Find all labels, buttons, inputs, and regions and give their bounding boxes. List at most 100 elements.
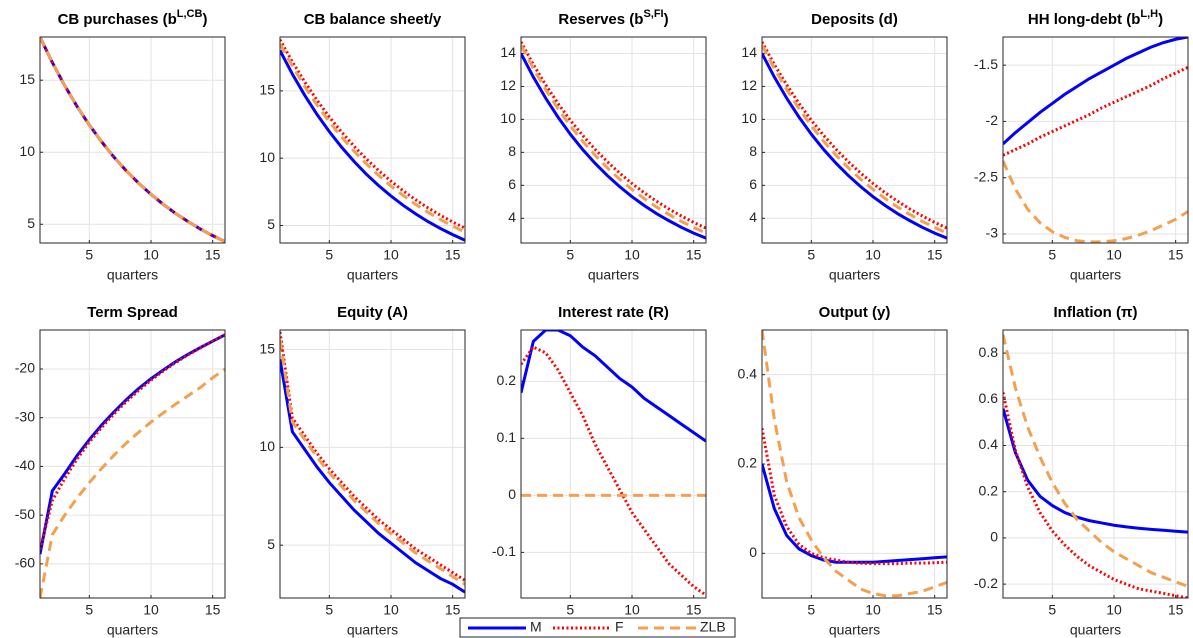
y-tick-label: 6 <box>749 176 757 192</box>
series-line <box>762 463 947 564</box>
y-tick-label: 5 <box>27 215 35 231</box>
y-tick-label: 0.6 <box>979 390 999 406</box>
plot-area <box>1003 37 1188 243</box>
chart-title: Inflation (π) <box>1054 304 1138 321</box>
plot-area <box>762 37 947 243</box>
series-line <box>521 345 706 597</box>
title-part: Interest rate (R) <box>558 304 669 321</box>
plot-area <box>1003 330 1188 598</box>
plot-area <box>40 37 225 243</box>
panel: 5 10 15 5 10 15 CB balance sheet/y quarters <box>259 11 466 283</box>
title-part: CB purchases (b <box>58 11 177 28</box>
x-tick-label: 5 <box>807 247 815 263</box>
x-axis-label: quarters <box>347 267 398 283</box>
title-part: Deposits (d) <box>811 11 898 28</box>
x-tick-label: 10 <box>1106 247 1122 263</box>
x-tick-label: 15 <box>445 602 461 618</box>
panel: 5 10 15 -3 -2.5 -2 -1.5 HH long-debt (bL,H) quar… <box>974 8 1189 283</box>
x-tick-label: 5 <box>85 602 93 618</box>
x-tick-label: 5 <box>325 602 333 618</box>
x-tick-label: 5 <box>807 602 815 618</box>
chart-title: Equity (A) <box>337 304 408 321</box>
y-tick-label: -1.5 <box>974 56 998 72</box>
y-tick-label: 5 <box>267 216 275 232</box>
x-tick-label: 5 <box>1048 602 1056 618</box>
y-tick-label: 10 <box>19 143 35 159</box>
x-tick-label: 10 <box>1106 602 1122 618</box>
x-tick-label: 5 <box>325 247 333 263</box>
x-tick-label: 15 <box>686 602 702 618</box>
panel: 5 10 15 4 6 8 10 12 14 Reserves (bS,FI) quarters <box>500 8 707 283</box>
y-tick-label: 10 <box>259 438 275 454</box>
y-tick-label: -50 <box>15 506 35 522</box>
axes-frame <box>279 36 466 244</box>
axes-frame <box>1002 36 1189 244</box>
y-tick-label: 0.4 <box>738 365 758 381</box>
x-tick-label: 15 <box>686 247 702 263</box>
y-tick-label: 0 <box>990 529 998 545</box>
y-tick-label: 15 <box>259 82 275 98</box>
x-tick-label: 10 <box>143 247 159 263</box>
x-axis-label: quarters <box>107 267 158 283</box>
legend-label: F <box>615 619 624 635</box>
plot-area <box>280 37 465 243</box>
series-line <box>1003 37 1188 146</box>
axes-frame <box>761 36 948 244</box>
title-part: S,FI <box>643 8 663 20</box>
y-tick-label: 10 <box>741 110 757 126</box>
x-axis-label: quarters <box>829 267 880 283</box>
series-line <box>1003 408 1188 534</box>
y-tick-label: -40 <box>15 457 35 473</box>
y-tick-label: 0 <box>508 486 516 502</box>
y-tick-label: -2.5 <box>974 168 998 184</box>
chart-title: Output (y) <box>819 304 891 321</box>
title-part: L,H <box>1140 8 1158 20</box>
y-tick-label: -20 <box>15 360 35 376</box>
axes-frame <box>279 329 466 599</box>
x-tick-label: 10 <box>383 602 399 618</box>
x-tick-label: 15 <box>205 247 221 263</box>
x-tick-label: 15 <box>1168 602 1184 618</box>
title-part: ) <box>202 11 207 28</box>
axes-frame <box>520 329 707 599</box>
x-tick-label: 5 <box>85 247 93 263</box>
title-part: Output (y) <box>819 304 891 321</box>
series-line <box>40 333 225 550</box>
x-axis-label: quarters <box>588 267 639 283</box>
series-line <box>40 37 225 243</box>
series-line <box>521 52 706 240</box>
y-tick-label: 10 <box>500 110 516 126</box>
legend-box <box>459 617 736 638</box>
panel: 5 10 15 0 0.2 0.4 Output (y) quarters <box>738 304 948 638</box>
plot-area <box>40 330 225 598</box>
y-tick-label: -0.1 <box>492 543 516 559</box>
series-line <box>762 52 947 240</box>
chart-title: Reserves (bS,FI) <box>558 8 668 28</box>
axes-frame <box>39 36 226 244</box>
x-tick-label: 15 <box>205 602 221 618</box>
title-part: ) <box>1158 11 1163 28</box>
x-tick-label: 10 <box>143 602 159 618</box>
series-line <box>280 49 465 242</box>
chart-title: Deposits (d) <box>811 11 898 28</box>
y-tick-label: 5 <box>267 536 275 552</box>
x-tick-label: 15 <box>1168 247 1184 263</box>
panel: 5 10 15 4 6 8 10 12 14 Deposits (d) quarters <box>741 11 948 283</box>
y-tick-label: 8 <box>508 143 516 159</box>
y-tick-label: 0.2 <box>497 372 517 388</box>
y-tick-label: 12 <box>741 77 757 93</box>
x-tick-label: 15 <box>927 247 943 263</box>
legend-label: M <box>530 619 542 635</box>
y-tick-label: 4 <box>508 209 516 225</box>
legend: M F ZLB <box>459 617 736 638</box>
axes-frame <box>39 329 226 599</box>
chart-title: HH long-debt (bL,H) <box>1028 8 1163 28</box>
x-tick-label: 10 <box>624 602 640 618</box>
y-tick-label: 8 <box>749 143 757 159</box>
x-tick-label: 5 <box>1048 247 1056 263</box>
title-part: CB balance sheet/y <box>304 11 442 28</box>
series-line <box>40 367 225 598</box>
x-axis-label: quarters <box>1070 622 1121 638</box>
y-tick-label: 10 <box>259 149 275 165</box>
